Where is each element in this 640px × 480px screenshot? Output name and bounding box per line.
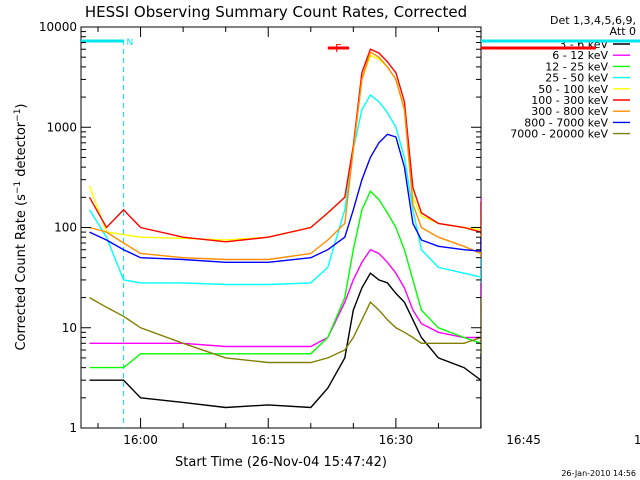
x-tick-label: 16:30 [379,433,414,447]
x-tick-label: 17:00 [634,433,640,447]
legend-entry-label: 12 - 25 keV [545,60,608,73]
y-tick-label: 1000 [46,120,77,134]
legend-header: Att 0 [610,25,636,38]
series-line [88,93,481,286]
night-boundaries [123,40,125,428]
y-tick-label: 100 [54,221,77,235]
legend-entry-label: 300 - 800 keV [531,105,608,118]
y-axis: 1 10 100 1000 10000 [39,20,481,435]
y-tick-label: 10000 [39,20,77,34]
x-axis-label: Start Time (26-Nov-04 15:47:42) [175,455,387,470]
y-tick-label: 10 [62,321,77,335]
series-line [89,51,481,261]
series-line [89,296,481,364]
legend-entry-label: 25 - 50 keV [545,72,608,85]
y-axis-label: Corrected Count Rate (s−1 detector−1) [13,103,29,350]
y-axis-label-part: −1 [13,181,23,194]
legend-entry-label: 50 - 100 keV [538,83,608,96]
legend-header: Det 1,3,4,5,6,9, [550,14,636,27]
chart-title: HESSI Observing Summary Count Rates, Cor… [85,3,467,21]
y-tick-label: 1 [69,421,77,435]
y-axis-label-part: ) [14,103,29,108]
legend-entry-label: 7000 - 20000 keV [510,128,608,141]
series-line [88,54,481,241]
series-line [88,48,481,243]
series-layer [88,48,481,428]
x-tick-label: 16:15 [251,433,286,447]
y-axis-label-part: −1 [13,109,23,122]
legend-entry-label: 800 - 7000 keV [524,116,608,129]
series-line [89,232,481,428]
series-line [89,133,481,263]
legend-entry-label: 6 - 12 keV [552,49,608,62]
series-line [89,189,481,369]
footer-timestamp: 26-Jan-2010 14:56 [561,469,636,478]
y-axis-label-part: detector [14,121,29,181]
y-axis-label-part: Corrected Count Rate (s [14,194,29,351]
x-tick-label: 16:45 [506,433,541,447]
series-line [89,197,481,350]
legend-entry-label: 100 - 300 keV [531,94,608,107]
x-tick-label: 16:00 [123,433,158,447]
flare-flag-label: F [335,42,341,55]
night-flag-label: N [127,38,134,48]
